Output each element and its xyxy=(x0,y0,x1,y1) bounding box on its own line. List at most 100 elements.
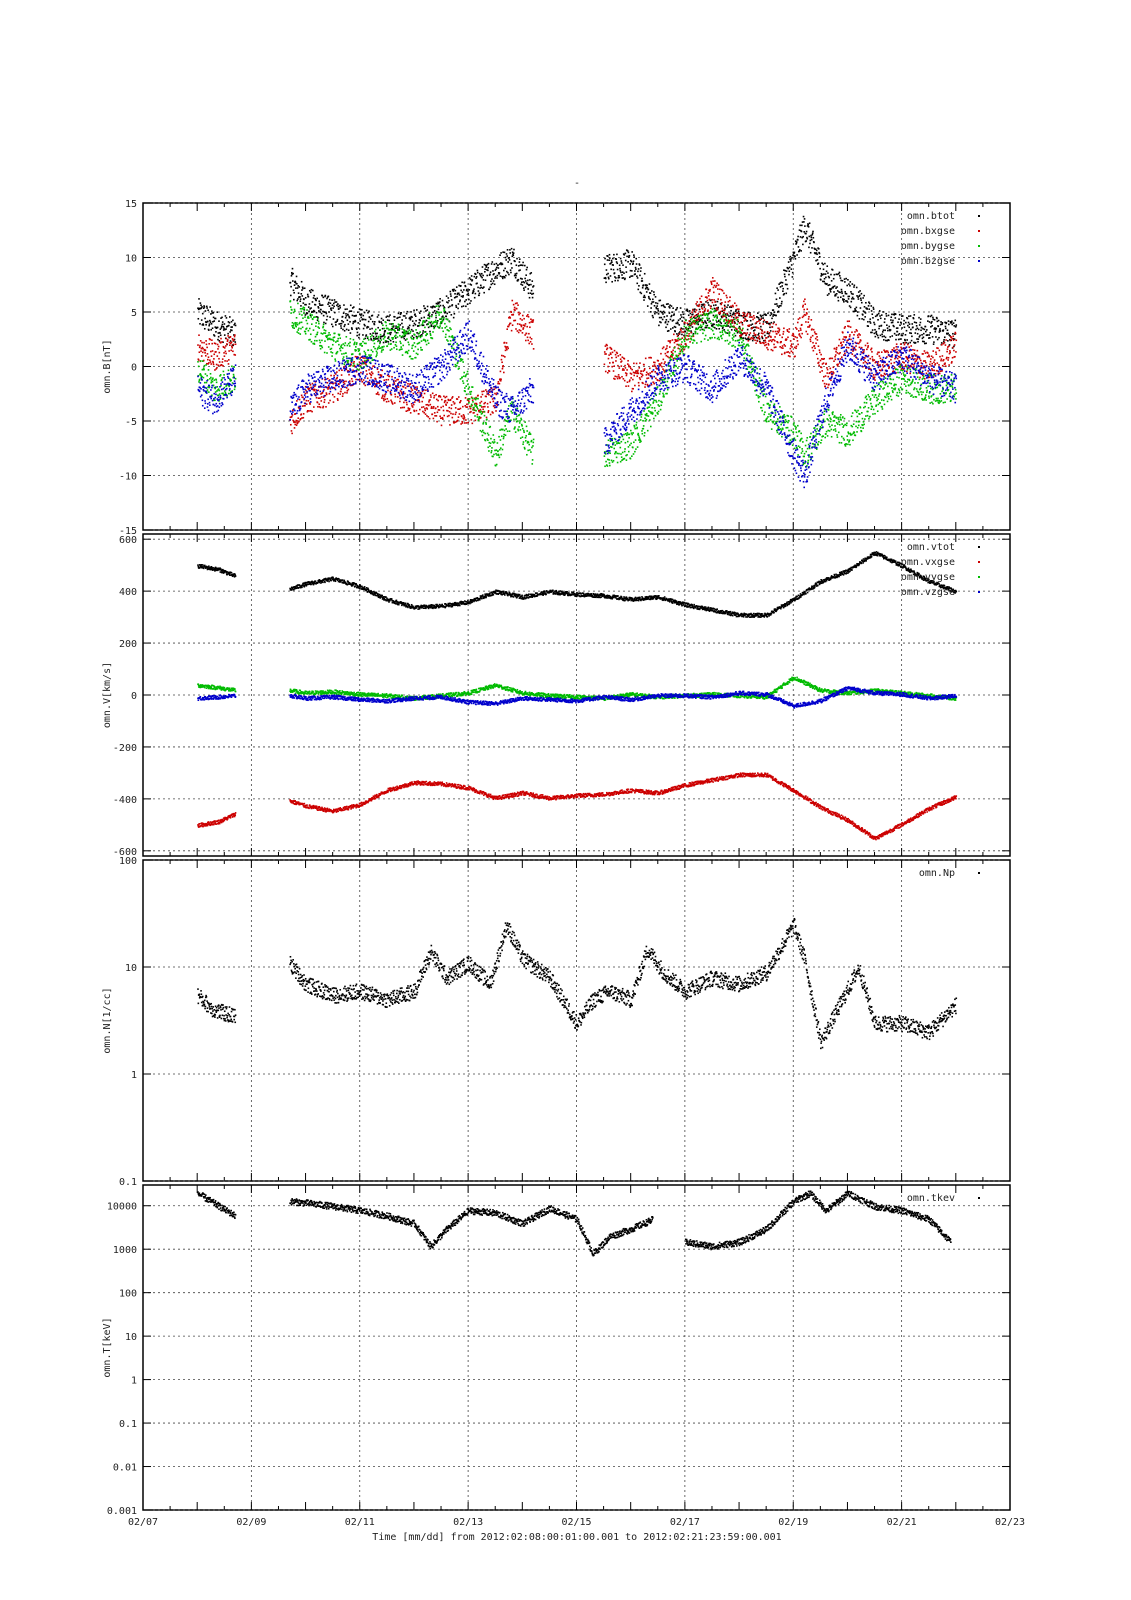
data-point xyxy=(690,338,693,341)
data-point xyxy=(229,331,231,333)
data-point xyxy=(416,391,419,394)
data-point xyxy=(479,404,482,407)
data-point xyxy=(490,437,492,440)
data-point xyxy=(480,406,483,408)
figure-title: - xyxy=(574,178,580,189)
data-point xyxy=(471,292,474,295)
data-point xyxy=(348,384,351,386)
data-point xyxy=(690,323,693,326)
data-point xyxy=(809,239,812,242)
data-point xyxy=(715,286,717,288)
data-point xyxy=(484,279,487,282)
data-point xyxy=(624,259,627,262)
data-point xyxy=(913,314,916,316)
data-point xyxy=(878,325,881,327)
data-point xyxy=(378,376,381,379)
data-point xyxy=(314,385,316,387)
data-point xyxy=(770,348,773,351)
data-point xyxy=(297,298,299,300)
data-point xyxy=(312,342,314,345)
data-point xyxy=(863,351,865,353)
data-point xyxy=(613,365,616,367)
data-point xyxy=(296,323,299,326)
data-point xyxy=(227,321,230,323)
data-point xyxy=(452,421,455,423)
data-point xyxy=(432,311,434,314)
data-point xyxy=(443,395,445,398)
data-point xyxy=(725,319,728,322)
data-point xyxy=(400,406,402,409)
data-point xyxy=(290,271,293,274)
data-point xyxy=(940,358,943,360)
data-point xyxy=(637,270,639,273)
data-point xyxy=(421,400,423,403)
data-point xyxy=(611,261,613,264)
data-point xyxy=(894,357,896,360)
data-point xyxy=(902,332,904,335)
data-point xyxy=(434,312,437,315)
data-point xyxy=(468,405,471,408)
data-point xyxy=(897,334,900,336)
data-point xyxy=(356,368,358,370)
data-point xyxy=(371,350,374,353)
data-point xyxy=(734,312,737,315)
data-point xyxy=(649,425,652,428)
data-point xyxy=(714,280,716,282)
data-point xyxy=(707,304,710,306)
data-point xyxy=(942,359,944,362)
data-point xyxy=(629,263,631,265)
data-point xyxy=(391,338,394,340)
data-point xyxy=(951,320,953,322)
data-point xyxy=(683,340,686,343)
data-point xyxy=(346,392,348,394)
data-point xyxy=(652,381,655,384)
data-point xyxy=(780,304,782,307)
data-point xyxy=(524,277,526,280)
data-point xyxy=(661,373,664,376)
data-point xyxy=(356,328,358,331)
data-point xyxy=(231,338,234,340)
data-point xyxy=(435,305,438,308)
data-point xyxy=(746,332,749,334)
data-point xyxy=(630,367,632,370)
data-point xyxy=(220,378,223,381)
data-point xyxy=(528,321,531,324)
data-point xyxy=(728,321,730,324)
data-point xyxy=(936,370,939,372)
data-point xyxy=(439,396,442,398)
data-point xyxy=(337,303,339,305)
data-point xyxy=(877,312,880,315)
data-point xyxy=(721,310,724,313)
data-point xyxy=(230,326,232,328)
data-point xyxy=(349,304,352,307)
data-point xyxy=(911,323,914,325)
data-point xyxy=(419,319,421,322)
data-point xyxy=(696,301,698,303)
data-point xyxy=(743,313,745,316)
data-point xyxy=(632,371,635,374)
data-point xyxy=(478,409,481,412)
data-point xyxy=(673,341,676,344)
data-point xyxy=(907,342,909,345)
data-point xyxy=(376,368,379,371)
data-point xyxy=(810,234,812,237)
data-point xyxy=(820,275,822,277)
data-point xyxy=(760,325,762,328)
data-point xyxy=(863,318,865,321)
data-point xyxy=(780,281,782,284)
data-point xyxy=(497,381,500,383)
data-point xyxy=(519,329,522,332)
data-point xyxy=(479,284,482,287)
data-point xyxy=(642,427,645,430)
data-point xyxy=(289,294,292,297)
data-point xyxy=(835,348,838,351)
data-point xyxy=(789,355,791,358)
data-point xyxy=(492,434,495,436)
data-point xyxy=(651,314,654,317)
data-point xyxy=(486,269,488,271)
data-point xyxy=(672,327,674,329)
data-point xyxy=(896,327,899,329)
data-point xyxy=(945,339,947,341)
data-point xyxy=(950,321,953,324)
data-point xyxy=(760,332,763,334)
